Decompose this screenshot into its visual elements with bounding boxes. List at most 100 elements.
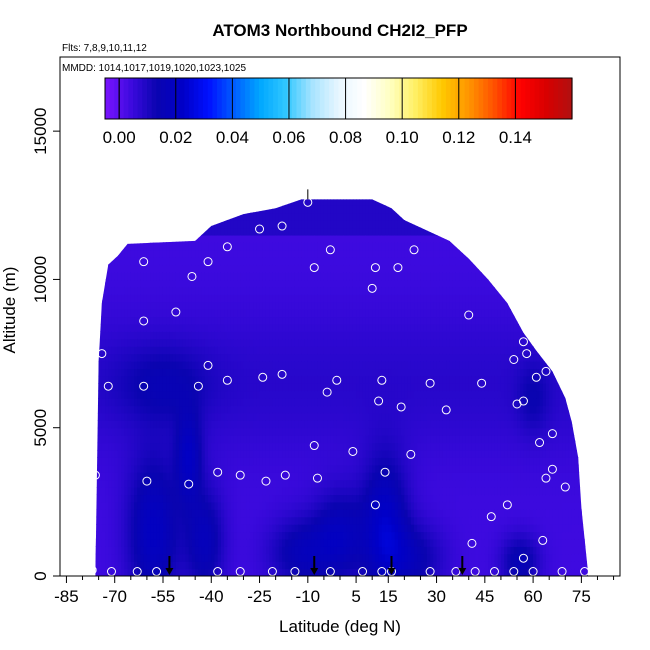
heatmap-cell [304,479,309,488]
heatmap-cell [282,442,286,451]
heatmap-cell [311,472,315,481]
heatmap-cell [282,420,286,429]
heatmap-cell [246,338,251,347]
heatmap-cell [143,257,148,266]
heatmap-cell [391,360,396,369]
heatmap-cell [349,538,354,547]
heatmap-cell [182,412,187,421]
heatmap-cell [230,309,235,318]
heatmap-cell [169,227,174,236]
heatmap-cell [320,390,325,399]
heatmap-cell [172,531,177,540]
heatmap-cell [385,427,389,436]
heatmap-cell [201,457,206,466]
heatmap-cell [159,220,164,229]
heatmap-cell [198,420,203,429]
heatmap-cell [143,531,148,540]
heatmap-cell [162,546,167,555]
heatmap-cell [237,412,241,421]
heatmap-cell [372,420,377,429]
heatmap-cell [375,531,380,540]
heatmap-cell [182,264,187,273]
heatmap-cell [340,509,344,518]
heatmap-cell [217,375,222,384]
heatmap-cell [349,286,354,295]
heatmap-cell [233,546,238,555]
heatmap-cell [301,509,306,518]
heatmap-cell [340,568,344,576]
heatmap-cell [117,375,122,384]
heatmap-cell [317,420,322,429]
heatmap-cell [134,294,138,303]
heatmap-cell [95,375,97,384]
heatmap-cell [227,368,232,377]
heatmap-cell [134,561,138,570]
heatmap-cell [317,435,322,444]
heatmap-cell [111,242,116,251]
heatmap-cell [124,568,129,576]
heatmap-cell [388,464,393,473]
heatmap-cell [169,516,174,525]
heatmap-cell [340,279,344,288]
heatmap-cell [298,531,302,540]
heatmap-cell [346,368,351,377]
heatmap-cell [368,420,373,429]
heatmap-cell [140,531,145,540]
heatmap-cell [352,257,357,266]
heatmap-cell [150,234,154,243]
heatmap-cell [346,294,351,303]
heatmap-cell [172,479,177,488]
heatmap-cell [134,442,138,451]
heatmap-cell [368,390,373,399]
heatmap-cell [317,501,322,510]
heatmap-cell [346,346,351,355]
heatmap-cell [224,257,228,266]
heatmap-cell [388,368,393,377]
heatmap-cell [343,353,348,362]
heatmap-cell [275,383,280,392]
heatmap-cell [111,398,116,407]
heatmap-cell [311,383,315,392]
heatmap-cell [298,249,302,258]
heatmap-cell [211,449,216,458]
heatmap-cell [282,516,286,525]
heatmap-cell [272,464,277,473]
heatmap-cell [282,568,286,576]
heatmap-cell [169,375,174,384]
heatmap-cell [166,398,171,407]
heatmap-cell [259,346,264,355]
heatmap-cell [372,531,377,540]
heatmap-cell [343,257,348,266]
heatmap-cell [352,487,357,496]
heatmap-cell [162,199,167,206]
heatmap-cell [191,323,196,332]
heatmap-cell [272,220,277,229]
heatmap-cell [191,553,196,562]
heatmap-cell [227,331,232,340]
heatmap-cell [340,199,344,206]
heatmap-cell [249,360,254,369]
heatmap-cell [117,494,122,503]
heatmap-cell [323,316,328,325]
heatmap-cell [262,420,267,429]
heatmap-cell [343,234,348,243]
heatmap-cell [146,509,151,518]
heatmap-cell [262,338,267,347]
heatmap-cell [172,546,177,555]
heatmap-cell [340,272,344,281]
heatmap-cell [340,249,344,258]
heatmap-cell [323,561,328,570]
heatmap-cell [153,279,158,288]
heatmap-cell [182,472,187,481]
heatmap-cell [169,212,174,221]
heatmap-cell [140,353,145,362]
heatmap-cell [208,234,212,243]
heatmap-cell [140,301,145,310]
heatmap-cell [224,323,228,332]
heatmap-cell [289,190,293,198]
heatmap-cell [95,509,97,518]
heatmap-cell [237,279,241,288]
heatmap-cell [385,435,389,444]
heatmap-cell [243,427,248,436]
heatmap-cell [259,531,264,540]
